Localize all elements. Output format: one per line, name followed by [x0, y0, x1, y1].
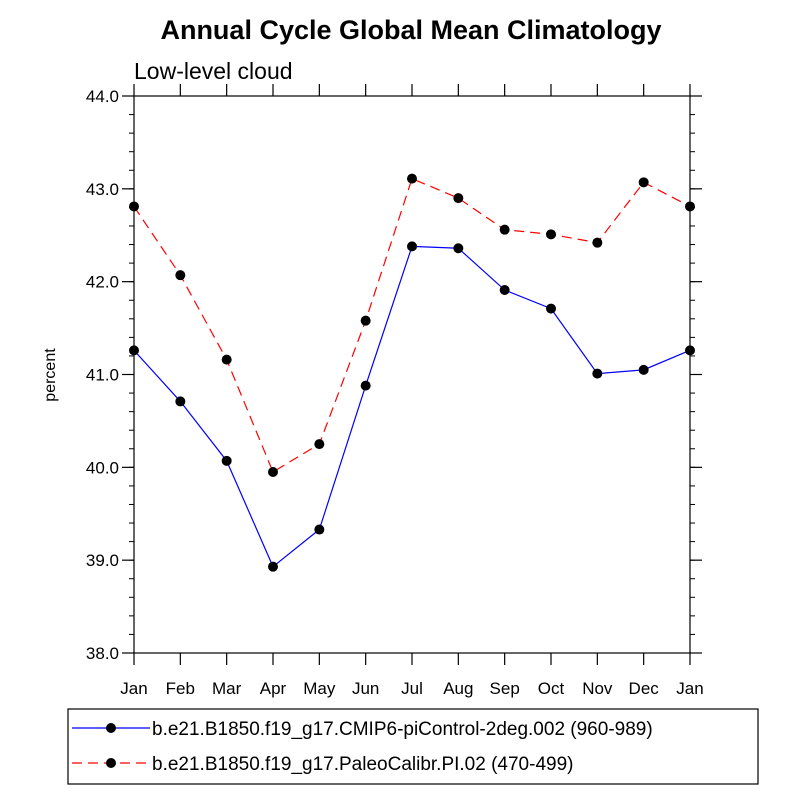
series-1-point	[685, 345, 695, 356]
y-tick-label: 41.0	[86, 366, 119, 385]
series-2-point	[221, 354, 232, 365]
series-2-point	[453, 193, 464, 204]
x-tick-label: Sep	[490, 679, 520, 698]
series-1-point	[221, 455, 232, 466]
series-1-point	[360, 380, 371, 391]
series-2-point	[360, 315, 371, 326]
x-tick-label: Feb	[166, 679, 195, 698]
series-1-point	[129, 345, 139, 356]
series-1-point	[407, 241, 417, 252]
series-2-point	[129, 201, 139, 212]
series-1-point	[638, 364, 649, 375]
series-1-point	[546, 303, 556, 314]
legend: b.e21.B1850.f19_g17.CMIP6-piControl-2deg…	[67, 708, 759, 785]
x-tick-label: Aug	[443, 679, 473, 698]
legend-entry-series-1: b.e21.B1850.f19_g17.CMIP6-piControl-2deg…	[152, 719, 653, 740]
y-tick-label: 43.0	[86, 180, 119, 199]
series-2-point	[407, 173, 417, 184]
series-2-point	[499, 224, 510, 235]
series-1-point	[453, 243, 464, 254]
series-layer	[129, 173, 695, 572]
legend-entry-series-2: b.e21.B1850.f19_g17.PaleoCalibr.PI.02 (4…	[152, 754, 573, 775]
series-2-point	[268, 466, 278, 477]
series-2-point	[314, 439, 325, 450]
y-tick-label: 42.0	[86, 273, 119, 292]
series-1-point	[314, 524, 325, 535]
y-axis: 38.0 39.0 40.0 41.0 42.0 43.0 44.0	[86, 87, 702, 663]
series-2-line	[133, 177, 691, 473]
series-2-point	[592, 237, 603, 248]
series-1-point	[592, 368, 603, 379]
x-tick-label: May	[303, 679, 336, 698]
series-2-point	[546, 229, 556, 240]
series-1-line	[133, 245, 691, 568]
x-tick-label: Mar	[212, 679, 242, 698]
series-1-point	[499, 285, 510, 296]
y-tick-label: 44.0	[86, 87, 119, 106]
x-tick-label: Jun	[352, 679, 379, 698]
chart-subtitle: Low-level cloud	[134, 58, 293, 84]
x-tick-label: Jul	[401, 679, 423, 698]
legend-marker-series-2	[106, 758, 116, 768]
series-2-point	[175, 270, 186, 281]
x-tick-label: Oct	[538, 679, 565, 698]
legend-marker-series-1	[106, 723, 116, 733]
y-tick-label: 39.0	[86, 551, 119, 570]
x-tick-label: Jan	[676, 679, 703, 698]
x-tick-label: Nov	[582, 679, 613, 698]
y-axis-label: percent	[42, 348, 59, 402]
series-1-point	[175, 396, 186, 407]
x-tick-label: Jan	[120, 679, 147, 698]
x-tick-label: Apr	[260, 679, 287, 698]
series-1-point	[268, 561, 278, 572]
legend-box	[67, 708, 759, 785]
x-axis: Jan Feb Mar Apr May Jun Jul Aug Sep Oct Nov Dec Jan	[120, 84, 704, 698]
series-2-point	[685, 201, 695, 212]
series-2-point	[638, 177, 649, 188]
chart-title: Annual Cycle Global Mean Climatology	[160, 15, 661, 45]
y-tick-label: 40.0	[86, 458, 119, 477]
y-tick-label: 38.0	[86, 644, 119, 663]
x-tick-label: Dec	[629, 679, 660, 698]
